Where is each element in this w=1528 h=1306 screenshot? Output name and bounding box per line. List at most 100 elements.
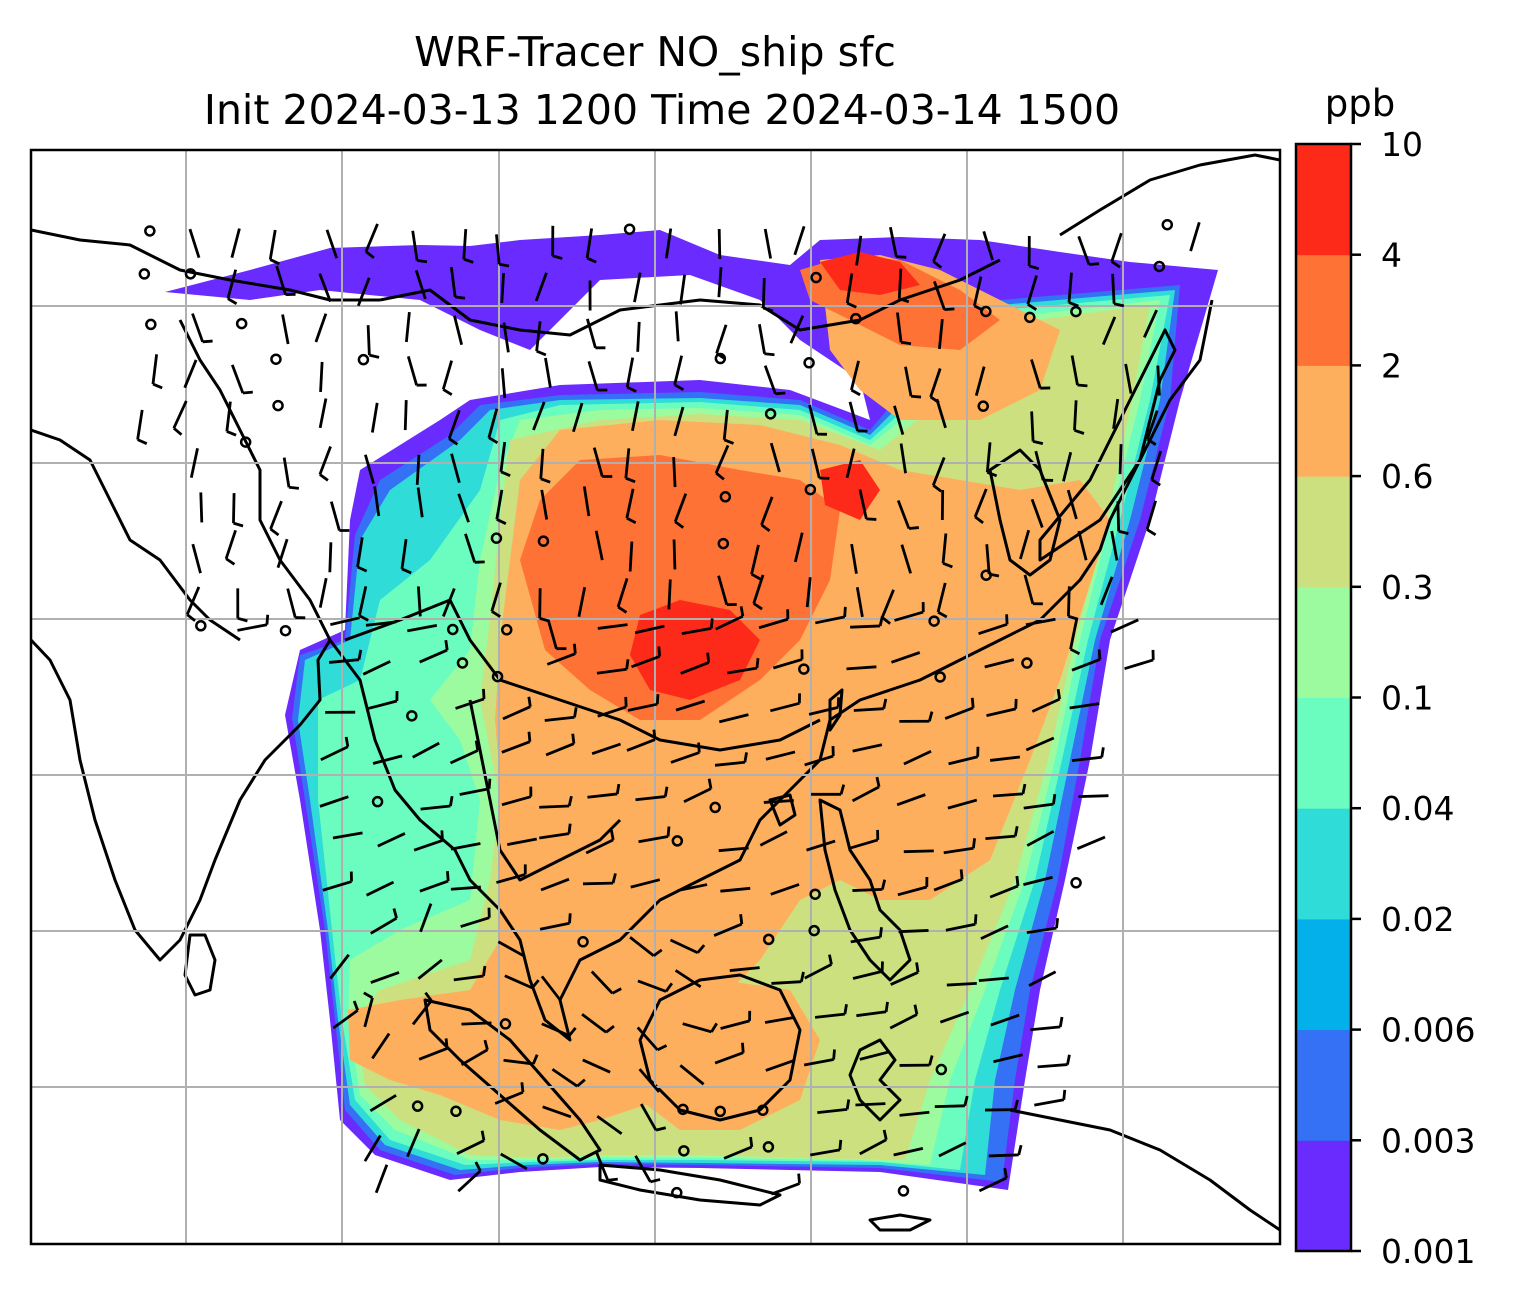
wind-barb-staff — [319, 361, 324, 392]
wind-barb-staff — [850, 624, 881, 629]
wind-barb-staff — [717, 575, 729, 605]
wind-barb — [461, 1021, 492, 1026]
wind-barb-flag — [607, 1177, 618, 1182]
wind-barb-staff — [1034, 1098, 1065, 1107]
wind-barb-flag — [832, 1049, 836, 1060]
wind-barb — [893, 1146, 924, 1157]
wind-barb-flag — [1015, 875, 1020, 887]
wind-barb — [449, 740, 480, 765]
wind-barb-staff — [329, 501, 341, 531]
wind-barb-staff — [793, 532, 804, 563]
wind-barb-staff — [631, 401, 640, 432]
wind-barb — [992, 783, 1027, 798]
wind-barb — [230, 364, 253, 395]
wind-barb-staff — [502, 705, 531, 721]
wind-barb — [496, 864, 527, 884]
wind-barb — [810, 1139, 843, 1157]
wind-barb-staff — [903, 849, 934, 854]
wind-barb-staff — [669, 938, 699, 955]
calm-wind-circle — [717, 537, 730, 550]
wind-barb — [1026, 275, 1038, 311]
wind-barb — [367, 690, 399, 710]
wind-barb — [758, 609, 790, 630]
wind-barb — [763, 365, 786, 396]
wind-barb-flag — [344, 736, 350, 748]
wind-barb-flag — [882, 698, 888, 709]
wind-barb-staff — [765, 1059, 795, 1072]
wind-barb-flag — [225, 557, 236, 566]
wind-barb — [674, 969, 702, 988]
wind-barb — [985, 442, 998, 478]
wind-barb-flag — [540, 477, 551, 484]
wind-barb — [765, 1059, 795, 1072]
wind-barb-flag — [483, 1039, 489, 1051]
wind-barb-staff — [672, 457, 677, 488]
wind-barb — [1116, 501, 1129, 536]
wind-barb-staff — [189, 448, 199, 478]
wind-barb-staff — [191, 543, 202, 574]
wind-barb — [237, 614, 270, 632]
wind-barb — [406, 355, 427, 387]
coastlines — [31, 153, 1280, 1232]
wind-barb-staff — [404, 312, 411, 343]
wind-barb-staff — [992, 792, 1024, 798]
wind-barb-staff — [851, 785, 880, 803]
colorbar: 0.001 0.003 0.006 0.02 0.04 0.1 0.3 0.6 2 4 10 ppb — [1294, 82, 1475, 1271]
wind-barb — [938, 318, 944, 350]
wind-barb-staff — [1037, 1063, 1068, 1069]
wind-barb-staff — [846, 665, 877, 671]
wind-barb-staff — [933, 280, 946, 311]
wind-barb-staff — [370, 402, 379, 433]
wind-barb — [938, 1141, 967, 1158]
wind-barb-staff — [629, 936, 655, 957]
wind-barb-staff — [985, 834, 1016, 841]
wind-barb-flag — [527, 731, 532, 742]
wind-barb — [595, 1151, 618, 1182]
wind-barb-flag — [237, 616, 248, 623]
wind-barb-staff — [933, 878, 963, 892]
wind-barb-staff — [1026, 926, 1057, 935]
wind-barb-staff — [581, 1013, 607, 1034]
calm-wind-circle — [144, 225, 156, 237]
wind-barb-staff — [722, 409, 729, 440]
wind-barb-staff — [944, 706, 974, 720]
wind-barb-staff — [638, 835, 669, 844]
wind-barb-staff — [500, 272, 506, 304]
wind-barb-staff — [1069, 619, 1078, 650]
wind-barb-staff — [371, 1032, 391, 1060]
wind-barb-staff — [804, 754, 834, 767]
wind-barb — [936, 582, 948, 619]
wind-barb-staff — [806, 839, 836, 852]
map-title-line1: WRF-Tracer NO_ship sfc — [414, 28, 896, 76]
wind-barb — [943, 838, 976, 855]
wind-barb — [635, 786, 669, 802]
wind-barb-staff — [850, 543, 858, 574]
wind-barb-flag — [752, 602, 763, 611]
wind-barb-staff — [763, 365, 777, 395]
wind-barb — [232, 493, 244, 528]
wind-barb-flag — [1062, 1089, 1067, 1100]
wind-barb — [596, 659, 630, 675]
wind-barb — [714, 444, 730, 481]
wind-barb-flag — [482, 688, 486, 700]
calm-wind-circle — [272, 399, 284, 412]
wind-barb — [988, 1144, 1023, 1158]
wind-barb-staff — [896, 312, 903, 343]
wind-barb — [500, 368, 507, 399]
wind-barb — [449, 266, 466, 300]
wind-barb-staff — [988, 1153, 1019, 1158]
wind-barb — [577, 586, 587, 617]
wind-barb — [236, 588, 248, 623]
wind-barb-flag — [1077, 383, 1088, 388]
wind-barb-flag — [655, 1126, 667, 1132]
wind-barb-staff — [770, 1182, 801, 1196]
wind-barb — [669, 938, 706, 955]
wind-barb-flag — [850, 388, 861, 397]
wind-barb — [442, 588, 456, 617]
wind-barb — [1069, 619, 1081, 655]
wind-barb-flag — [743, 752, 748, 763]
wind-barb — [804, 746, 835, 767]
wind-barb — [319, 795, 349, 808]
wind-barb-staff — [183, 359, 198, 389]
wind-barb-staff — [418, 1047, 448, 1061]
